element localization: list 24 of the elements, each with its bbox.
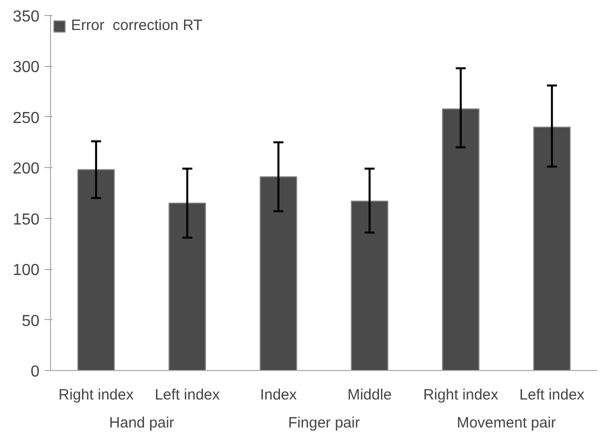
x-tick-label: Index (260, 386, 298, 404)
y-tick-label: 150 (12, 211, 40, 228)
text: Movement pair (456, 414, 556, 432)
text: Finger pair (288, 414, 360, 432)
x-tick-label: Right index (58, 386, 134, 404)
bar (260, 176, 298, 370)
text: Hand pair (109, 414, 174, 432)
x-tick-label: Left index (519, 386, 585, 404)
x-tick-label: Left index (154, 386, 220, 404)
y-tick-label: 350 (12, 8, 40, 26)
x-tick-label: Middle (347, 386, 392, 404)
y-tick-label: 200 (12, 160, 40, 178)
bar (533, 126, 571, 370)
x-tick-label: Right index (423, 386, 499, 404)
y-tick-label: 300 (12, 59, 40, 76)
bar (350, 200, 388, 370)
y-tick-label: 100 (12, 262, 40, 280)
bar (77, 169, 115, 370)
bar (168, 202, 206, 370)
legend-label: Error correction RT (71, 17, 202, 34)
y-tick-label: 50 (22, 312, 40, 330)
y-tick-label: 250 (12, 110, 40, 127)
bar (442, 108, 480, 370)
y-tick-label: 0 (30, 364, 40, 380)
